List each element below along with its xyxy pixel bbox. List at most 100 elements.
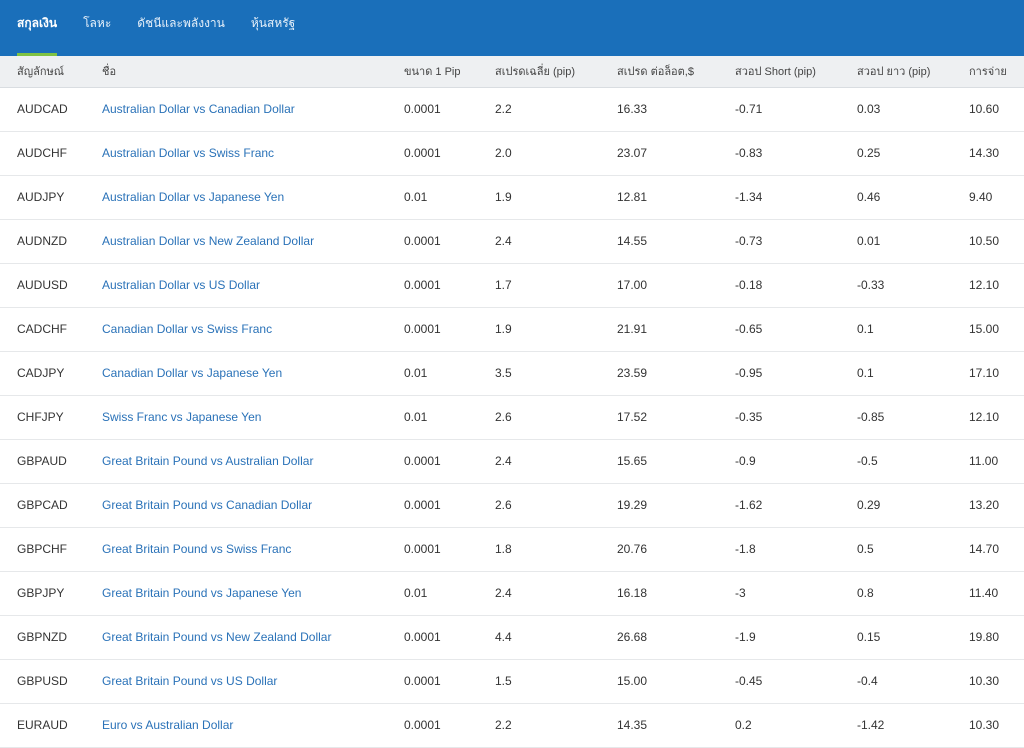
table-row: CHFJPY Swiss Franc vs Japanese Yen 0.01 2.6… xyxy=(0,395,1024,440)
name-cell: Great Britain Pound vs Japanese Yen xyxy=(102,571,404,616)
tab-currencies[interactable]: สกุลเงิน xyxy=(17,0,58,56)
avg-spread-cell: 2.2 xyxy=(495,703,617,748)
instrument-name-link[interactable]: Canadian Dollar vs Swiss Franc xyxy=(102,322,273,336)
spread-per-lot-cell: 20.76 xyxy=(617,527,735,572)
symbol-cell: GBPJPY xyxy=(0,571,102,616)
spread-per-lot-cell: 15.65 xyxy=(617,439,735,484)
name-cell: Great Britain Pound vs Canadian Dollar xyxy=(102,483,404,528)
table-row: GBPUSD Great Britain Pound vs US Dollar 0.… xyxy=(0,659,1024,704)
table-row: GBPCHF Great Britain Pound vs Swiss Franc… xyxy=(0,527,1024,572)
pip-size-cell: 0.0001 xyxy=(404,131,495,176)
spread-per-lot-cell: 17.52 xyxy=(617,395,735,440)
instrument-name-link[interactable]: Swiss Franc vs Japanese Yen xyxy=(102,410,262,424)
instrument-name-link[interactable]: Australian Dollar vs US Dollar xyxy=(102,278,261,292)
name-cell: Australian Dollar vs Japanese Yen xyxy=(102,175,404,220)
symbol-cell: GBPCHF xyxy=(0,527,102,572)
swap-short-cell: -1.34 xyxy=(735,175,857,220)
top-nav-bar: สกุลเงิน โลหะ ดัชนีและพลังงาน หุ้นสหรัฐ xyxy=(0,0,1024,56)
col-header-name[interactable]: ชื่อ xyxy=(102,56,404,88)
tab-metals[interactable]: โลหะ xyxy=(83,16,112,30)
name-cell: Canadian Dollar vs Japanese Yen xyxy=(102,351,404,396)
avg-spread-cell: 1.9 xyxy=(495,175,617,220)
instrument-name-link[interactable]: Great Britain Pound vs New Zealand Dolla… xyxy=(102,630,332,644)
avg-spread-cell: 1.7 xyxy=(495,263,617,308)
instrument-name-link[interactable]: Australian Dollar vs New Zealand Dollar xyxy=(102,234,315,248)
name-cell: Australian Dollar vs Swiss Franc xyxy=(102,131,404,176)
spread-per-lot-cell: 14.55 xyxy=(617,219,735,264)
swap-short-cell: -0.9 xyxy=(735,439,857,484)
instruments-table: สัญลักษณ์ ชื่อ ขนาด 1 Pip สเปรดเฉลี่ย (p… xyxy=(0,56,1024,748)
swap-short-cell: -0.65 xyxy=(735,307,857,352)
avg-spread-cell: 2.4 xyxy=(495,219,617,264)
col-header-symbol[interactable]: สัญลักษณ์ xyxy=(0,56,102,88)
instrument-name-link[interactable]: Great Britain Pound vs Canadian Dollar xyxy=(102,498,313,512)
spread-per-lot-cell: 12.81 xyxy=(617,175,735,220)
avg-spread-cell: 1.9 xyxy=(495,307,617,352)
table-header-row: สัญลักษณ์ ชื่อ ขนาด 1 Pip สเปรดเฉลี่ย (p… xyxy=(0,56,1024,88)
swap-long-cell: 0.01 xyxy=(857,219,969,264)
spread-per-lot-cell: 17.00 xyxy=(617,263,735,308)
col-header-swap-long[interactable]: สวอป ยาว (pip) xyxy=(857,56,969,88)
instrument-name-link[interactable]: Australian Dollar vs Japanese Yen xyxy=(102,190,285,204)
name-cell: Great Britain Pound vs US Dollar xyxy=(102,659,404,704)
pip-size-cell: 0.01 xyxy=(404,571,495,616)
pip-size-cell: 0.0001 xyxy=(404,483,495,528)
pip-size-cell: 0.0001 xyxy=(404,219,495,264)
payout-cell: 15.00 xyxy=(969,307,1024,352)
table-row: AUDUSD Australian Dollar vs US Dollar 0.00… xyxy=(0,263,1024,308)
col-header-swap-short[interactable]: สวอป Short (pip) xyxy=(735,56,857,88)
table-row: CADJPY Canadian Dollar vs Japanese Yen 0.0… xyxy=(0,351,1024,396)
avg-spread-cell: 2.2 xyxy=(495,87,617,132)
avg-spread-cell: 1.5 xyxy=(495,659,617,704)
payout-cell: 10.50 xyxy=(969,219,1024,264)
swap-long-cell: -0.33 xyxy=(857,263,969,308)
instrument-name-link[interactable]: Australian Dollar vs Canadian Dollar xyxy=(102,102,295,116)
swap-short-cell: -0.35 xyxy=(735,395,857,440)
spread-per-lot-cell: 16.18 xyxy=(617,571,735,616)
payout-cell: 9.40 xyxy=(969,175,1024,220)
col-header-avg-spread[interactable]: สเปรดเฉลี่ย (pip) xyxy=(495,56,617,88)
table-row: EURAUD Euro vs Australian Dollar 0.0001 2.2… xyxy=(0,703,1024,748)
name-cell: Canadian Dollar vs Swiss Franc xyxy=(102,307,404,352)
symbol-cell: GBPCAD xyxy=(0,483,102,528)
instrument-name-link[interactable]: Great Britain Pound vs Japanese Yen xyxy=(102,586,302,600)
payout-cell: 11.00 xyxy=(969,439,1024,484)
instrument-name-link[interactable]: Australian Dollar vs Swiss Franc xyxy=(102,146,275,160)
swap-short-cell: -0.45 xyxy=(735,659,857,704)
symbol-cell: CADCHF xyxy=(0,307,102,352)
payout-cell: 10.60 xyxy=(969,87,1024,132)
pip-size-cell: 0.0001 xyxy=(404,307,495,352)
payout-cell: 14.70 xyxy=(969,527,1024,572)
avg-spread-cell: 2.4 xyxy=(495,571,617,616)
col-header-spread-per-lot[interactable]: สเปรด ต่อล็อต,$ xyxy=(617,56,735,88)
instrument-name-link[interactable]: Canadian Dollar vs Japanese Yen xyxy=(102,366,283,380)
swap-long-cell: -0.85 xyxy=(857,395,969,440)
avg-spread-cell: 2.4 xyxy=(495,439,617,484)
symbol-cell: AUDCHF xyxy=(0,131,102,176)
avg-spread-cell: 2.0 xyxy=(495,131,617,176)
avg-spread-cell: 1.8 xyxy=(495,527,617,572)
swap-short-cell: -0.83 xyxy=(735,131,857,176)
swap-long-cell: 0.46 xyxy=(857,175,969,220)
pip-size-cell: 0.0001 xyxy=(404,263,495,308)
instrument-name-link[interactable]: Great Britain Pound vs Australian Dollar xyxy=(102,454,314,468)
tab-us-stocks[interactable]: หุ้นสหรัฐ xyxy=(250,16,296,30)
tab-indices-energy[interactable]: ดัชนีและพลังงาน xyxy=(137,16,225,30)
pip-size-cell: 0.0001 xyxy=(404,527,495,572)
instrument-name-link[interactable]: Great Britain Pound vs US Dollar xyxy=(102,674,278,688)
symbol-cell: GBPNZD xyxy=(0,615,102,660)
spread-per-lot-cell: 23.07 xyxy=(617,131,735,176)
name-cell: Great Britain Pound vs New Zealand Dolla… xyxy=(102,615,404,660)
table-row: AUDCAD Australian Dollar vs Canadian Doll… xyxy=(0,87,1024,132)
spread-per-lot-cell: 15.00 xyxy=(617,659,735,704)
symbol-cell: AUDJPY xyxy=(0,175,102,220)
col-header-pip-size[interactable]: ขนาด 1 Pip xyxy=(404,56,495,88)
instrument-name-link[interactable]: Euro vs Australian Dollar xyxy=(102,718,234,732)
avg-spread-cell: 2.6 xyxy=(495,395,617,440)
spread-per-lot-cell: 23.59 xyxy=(617,351,735,396)
category-tabs: สกุลเงิน โลหะ ดัชนีและพลังงาน หุ้นสหรัฐ xyxy=(0,0,1024,56)
symbol-cell: CADJPY xyxy=(0,351,102,396)
avg-spread-cell: 4.4 xyxy=(495,615,617,660)
col-header-payout[interactable]: การจ่าย xyxy=(969,56,1024,88)
instrument-name-link[interactable]: Great Britain Pound vs Swiss Franc xyxy=(102,542,292,556)
